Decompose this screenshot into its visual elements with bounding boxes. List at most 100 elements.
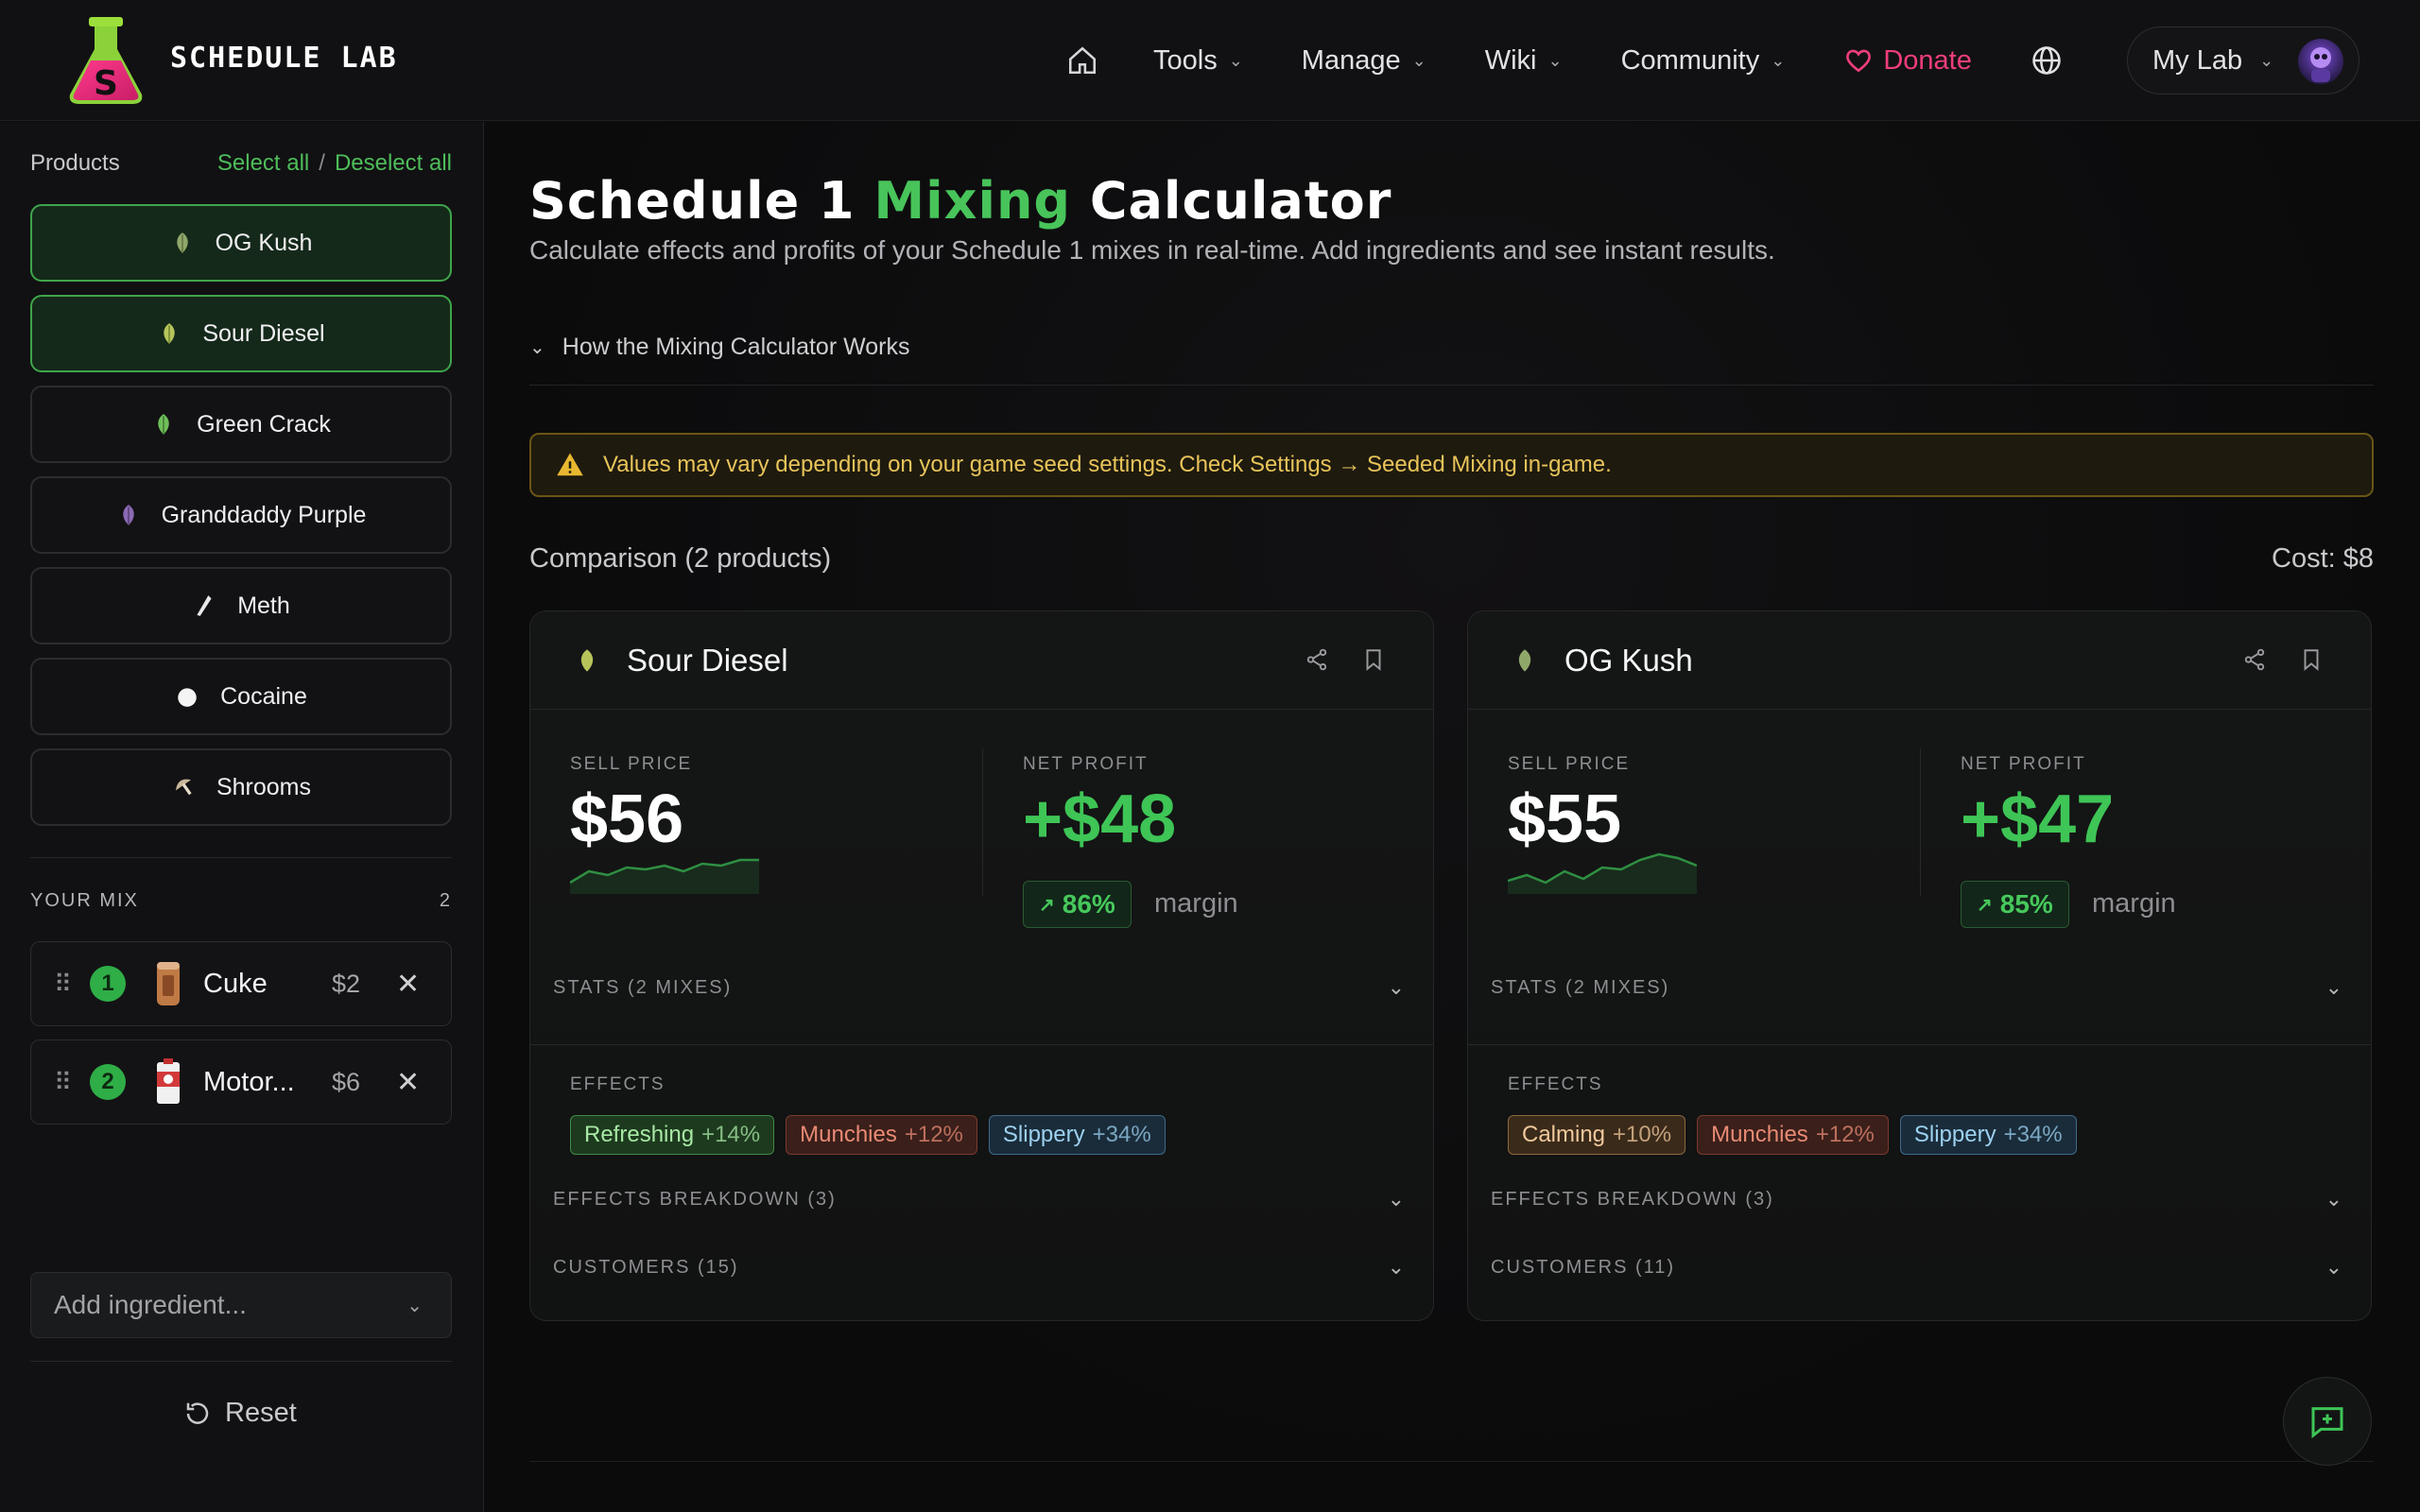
schedule-lab-logo[interactable]: S <box>62 13 149 108</box>
ingredient-price: $6 <box>332 1067 361 1096</box>
sidebar: Products Select all / Deselect all OG Kush… <box>0 122 484 1512</box>
my-lab-menu[interactable]: My Lab ⌄ <box>2127 26 2360 94</box>
product-green-crack[interactable]: Green Crack <box>30 386 452 463</box>
nav-wiki[interactable]: Wiki ⌄ <box>1485 45 1563 77</box>
your-mix-label: YOUR MIX <box>30 890 139 911</box>
share-icon[interactable] <box>1305 647 1329 672</box>
home-icon[interactable] <box>1066 44 1098 77</box>
effects-list: Refreshing +14% Munchies +12% Slippery +34% <box>570 1115 1166 1155</box>
nav-tools-label: Tools <box>1153 44 1218 76</box>
card-actions <box>1305 647 1386 672</box>
product-cocaine[interactable]: Cocaine <box>30 658 452 735</box>
product-sour-diesel[interactable]: Sour Diesel <box>30 295 452 372</box>
product-og-kush[interactable]: OG Kush <box>30 204 452 282</box>
how-it-works-label: How the Mixing Calculator Works <box>562 334 910 360</box>
add-ingredient-select[interactable]: Add ingredient... ⌄ <box>30 1272 452 1338</box>
feedback-button[interactable] <box>2283 1377 2372 1466</box>
sell-price-label: SELL PRICE <box>570 754 693 774</box>
ingredient-price: $2 <box>332 969 361 998</box>
bookmark-icon[interactable] <box>2299 647 2324 672</box>
donate-link[interactable]: Donate <box>1843 45 1972 77</box>
chevron-down-icon: ⌄ <box>2259 50 2274 70</box>
customers-toggle[interactable]: CUSTOMERS (11) ⌄ <box>1468 1245 2371 1290</box>
globe-icon[interactable] <box>2031 44 2063 77</box>
drag-handle-icon[interactable]: ⠿ <box>54 1067 72 1096</box>
stats-section-label: STATS (2 MIXES) <box>553 976 733 998</box>
select-all-link[interactable]: Select all <box>216 150 310 176</box>
effect-name: Slippery <box>1002 1122 1085 1147</box>
how-it-works-toggle[interactable]: ⌄ How the Mixing Calculator Works <box>529 334 909 361</box>
motor-oil-icon <box>157 1058 180 1104</box>
net-profit-value: +$48 <box>1023 782 1177 857</box>
share-icon[interactable] <box>2242 647 2267 672</box>
net-profit-label: NET PROFIT <box>1961 754 2086 774</box>
chevron-down-icon: ⌄ <box>1387 1187 1405 1211</box>
divider <box>530 1044 1433 1045</box>
page-title: Schedule 1 Mixing Calculator <box>529 171 1392 231</box>
product-label: Shrooms <box>216 773 312 800</box>
effect-chip: Calming +10% <box>1508 1115 1686 1155</box>
stat-divider <box>982 748 983 896</box>
reset-button[interactable]: Reset <box>183 1398 297 1429</box>
product-label: Cocaine <box>220 682 307 710</box>
crystal-icon <box>197 595 212 616</box>
footer-divider <box>529 1461 2374 1462</box>
chevron-down-icon: ⌄ <box>529 337 545 358</box>
margin-badge: ↗ 85% <box>1961 881 2069 928</box>
avatar[interactable] <box>2298 39 2343 84</box>
mix-item-motor-oil[interactable]: ⠿ 2 Motor... $6 ✕ <box>30 1040 452 1125</box>
effect-percent: +34% <box>2003 1122 2063 1147</box>
drag-handle-icon[interactable]: ⠿ <box>54 969 72 998</box>
page-subtitle: Calculate effects and profits of your Sc… <box>529 235 1775 265</box>
product-granddaddy-purple[interactable]: Granddaddy Purple <box>30 476 452 554</box>
sidebar-divider <box>30 1361 452 1362</box>
remove-ingredient-icon[interactable]: ✕ <box>396 1066 421 1098</box>
chevron-down-icon: ⌄ <box>2325 975 2342 999</box>
deselect-all-link[interactable]: Deselect all <box>334 150 452 176</box>
sell-price-sparkline <box>570 858 759 894</box>
effects-list: Calming +10% Munchies +12% Slippery +34% <box>1508 1115 2077 1155</box>
effect-name: Munchies <box>1711 1122 1808 1147</box>
product-label: Sour Diesel <box>202 319 325 347</box>
effect-chip: Munchies +12% <box>786 1115 977 1155</box>
effect-percent: +12% <box>1815 1122 1875 1147</box>
card-product-name: OG Kush <box>1564 642 1693 678</box>
products-label: Products <box>30 150 120 176</box>
margin-label: margin <box>2092 888 2176 919</box>
effects-breakdown-toggle[interactable]: EFFECTS BREAKDOWN (3) ⌄ <box>530 1177 1433 1222</box>
net-profit-value: +$47 <box>1961 782 2115 857</box>
brand-name[interactable]: SCHEDULE LAB <box>170 42 398 75</box>
customers-toggle[interactable]: CUSTOMERS (15) ⌄ <box>530 1245 1433 1290</box>
net-profit-label: NET PROFIT <box>1023 754 1149 774</box>
product-meth[interactable]: Meth <box>30 567 452 644</box>
product-shrooms[interactable]: Shrooms <box>30 748 452 826</box>
warning-text: Values may vary depending on your game s… <box>603 452 1612 477</box>
customers-label: CUSTOMERS (15) <box>553 1256 739 1278</box>
mix-item-cuke[interactable]: ⠿ 1 Cuke $2 ✕ <box>30 941 452 1026</box>
nav-community[interactable]: Community ⌄ <box>1621 45 1786 77</box>
remove-ingredient-icon[interactable]: ✕ <box>396 968 421 1000</box>
sell-price-value: $55 <box>1508 782 1622 857</box>
nav-wiki-label: Wiki <box>1484 44 1537 76</box>
reset-icon <box>186 1401 209 1424</box>
bookmark-icon[interactable] <box>1361 647 1386 672</box>
margin-percent: 85% <box>1999 889 2053 919</box>
stats-section-toggle[interactable]: STATS (2 MIXES) ⌄ <box>530 965 1433 1010</box>
nav-manage-label: Manage <box>1301 44 1401 76</box>
products-header: Products Select all / Deselect all <box>30 150 452 177</box>
effects-breakdown-toggle[interactable]: EFFECTS BREAKDOWN (3) ⌄ <box>1468 1177 2371 1222</box>
nav-manage[interactable]: Manage ⌄ <box>1302 45 1426 77</box>
nav-tools[interactable]: Tools ⌄ <box>1153 45 1243 77</box>
chevron-down-icon: ⌄ <box>1547 50 1563 70</box>
effect-name: Refreshing <box>584 1122 695 1147</box>
stats-section-toggle[interactable]: STATS (2 MIXES) ⌄ <box>1468 965 2371 1010</box>
margin-badge: ↗ 86% <box>1023 881 1132 928</box>
leaf-icon <box>580 648 594 672</box>
sidebar-divider <box>30 857 452 858</box>
leaf-icon <box>122 505 134 525</box>
effects-breakdown-label: EFFECTS BREAKDOWN (3) <box>553 1188 837 1210</box>
effects-breakdown-label: EFFECTS BREAKDOWN (3) <box>1491 1188 1774 1210</box>
effect-name: Slippery <box>1913 1122 1996 1147</box>
mix-count: 2 <box>439 890 452 911</box>
product-label: Meth <box>237 592 290 619</box>
